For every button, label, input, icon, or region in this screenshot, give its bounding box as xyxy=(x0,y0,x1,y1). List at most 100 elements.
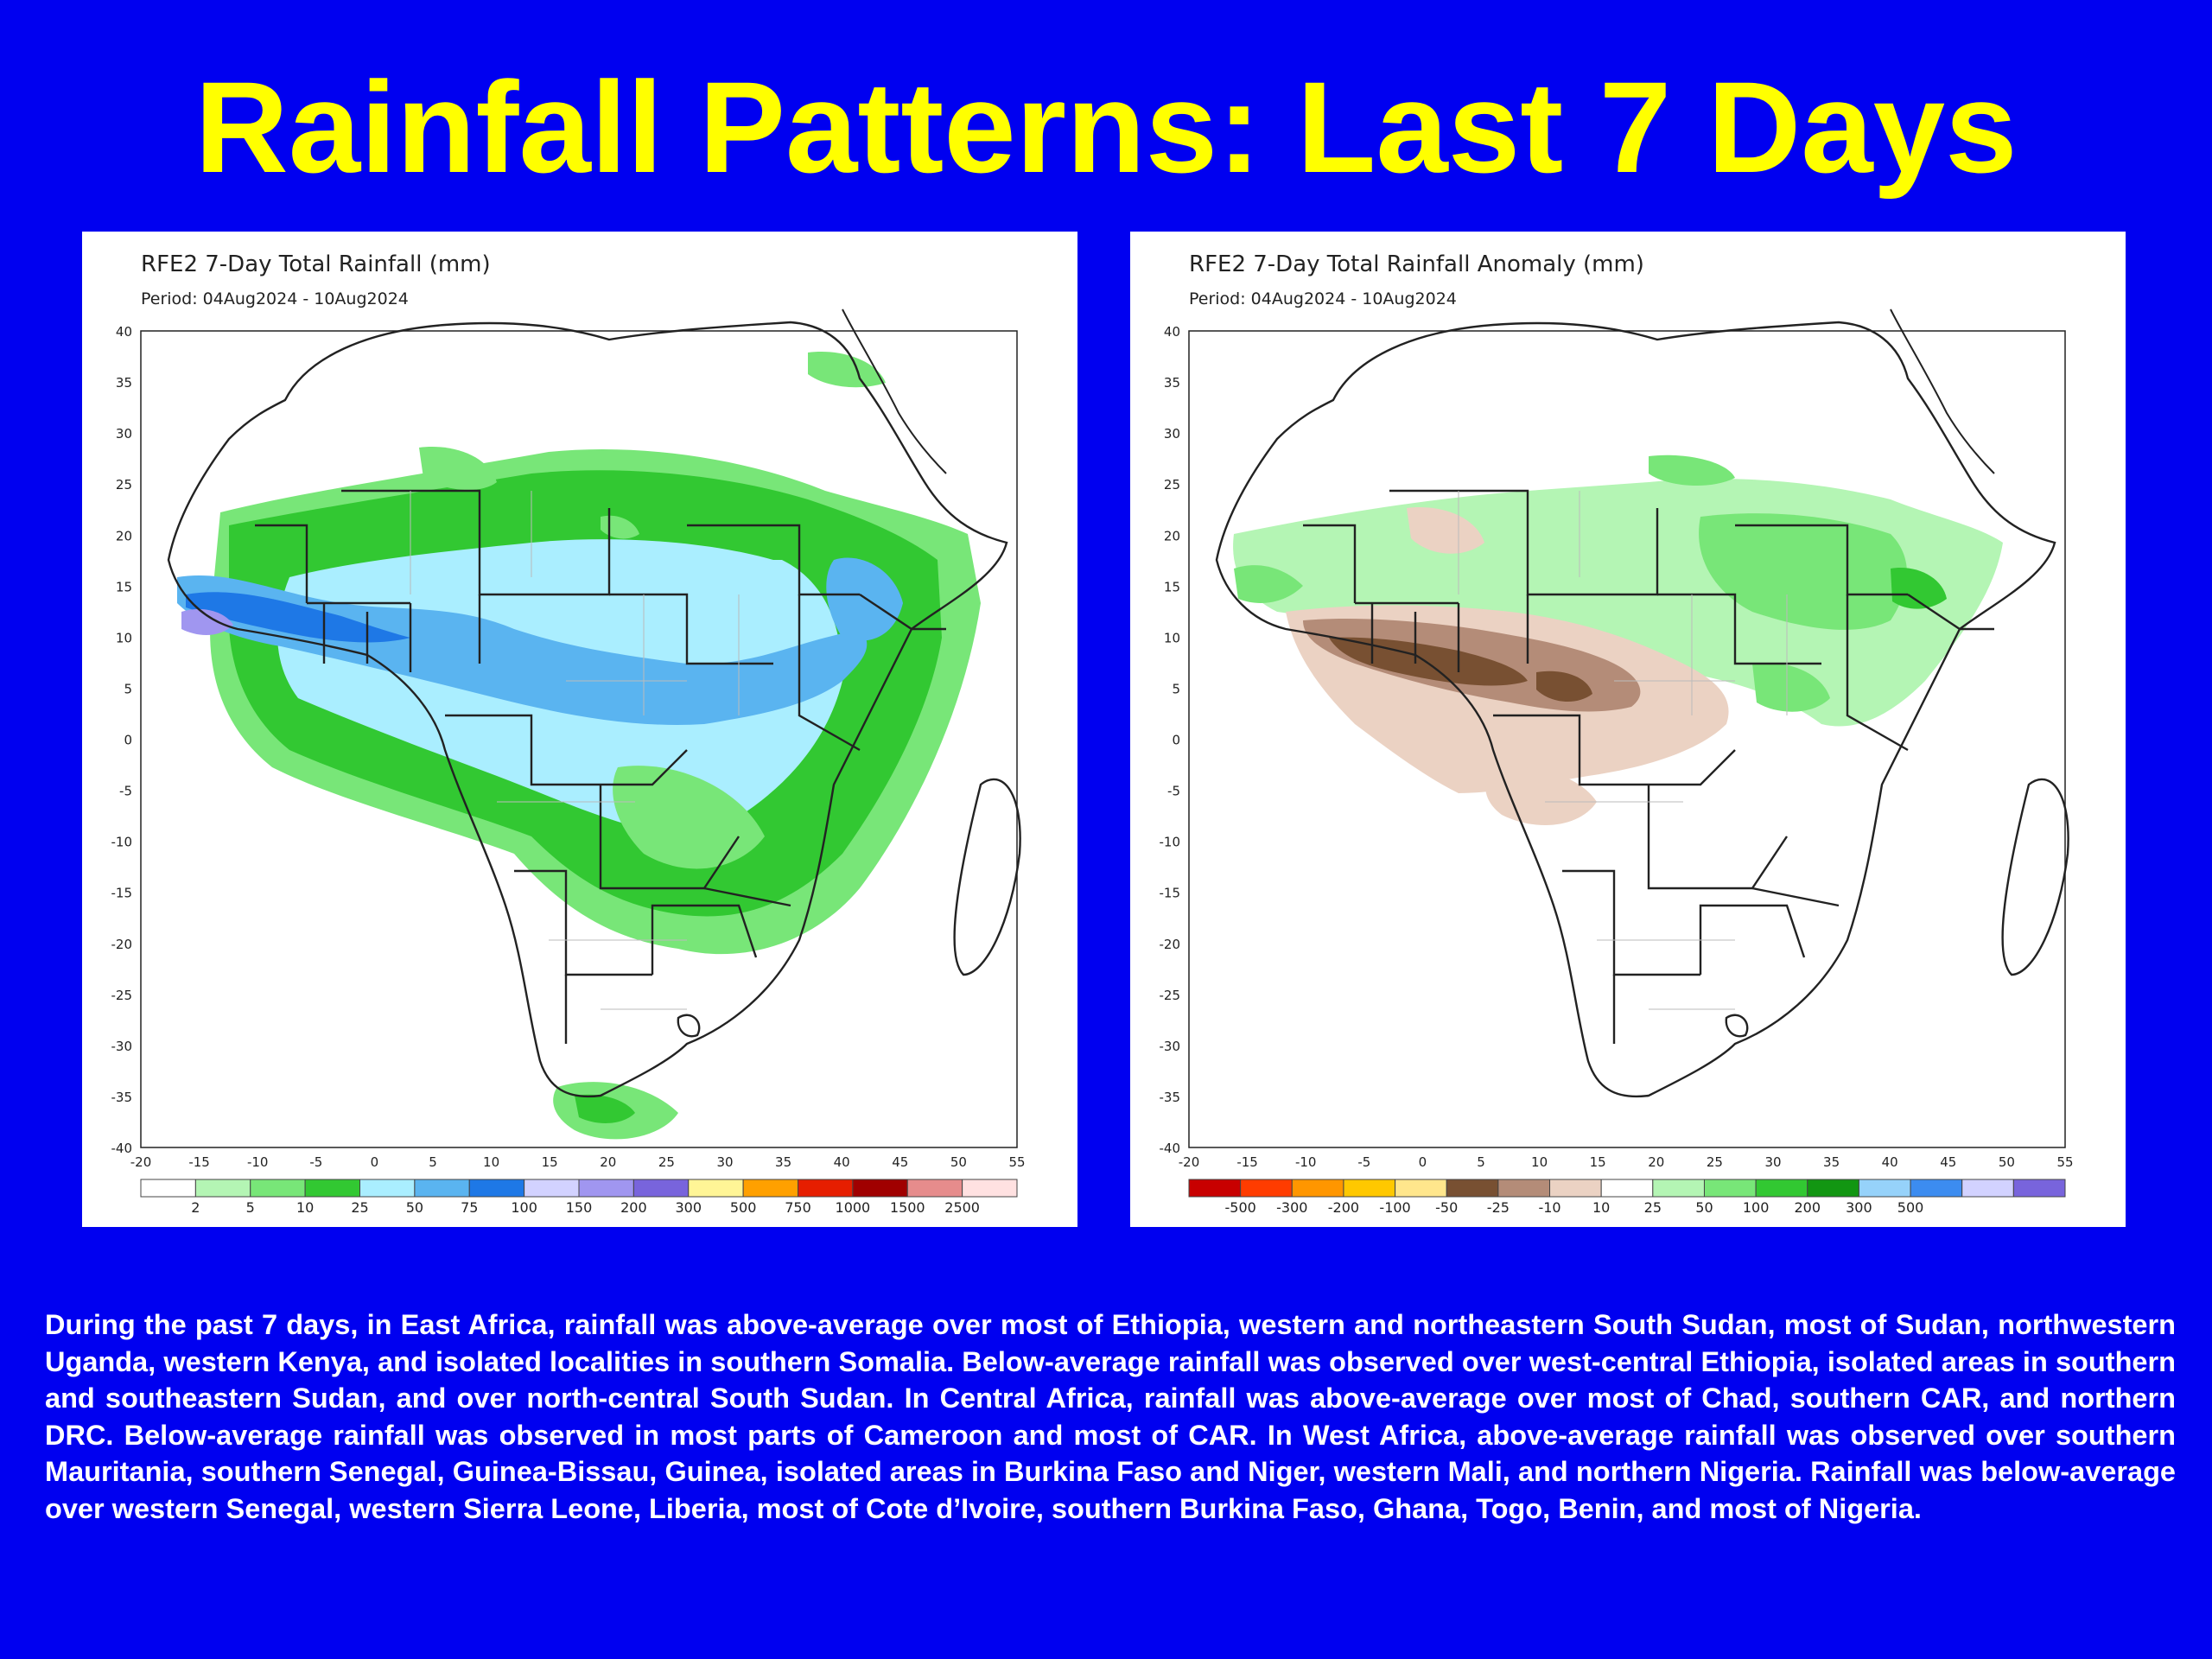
x-tick-label: 30 xyxy=(1764,1154,1781,1170)
x-tick-label: -15 xyxy=(1236,1154,1258,1170)
country-borders xyxy=(1215,308,2069,1098)
legend-label: 25 xyxy=(1644,1199,1662,1216)
legend-label: 150 xyxy=(566,1199,593,1216)
x-tick-label: 55 xyxy=(2056,1154,2073,1170)
y-tick-label: 35 xyxy=(1164,375,1180,391)
legend-label: 100 xyxy=(1743,1199,1770,1216)
legend-swatch xyxy=(524,1179,580,1198)
x-tick-label: 25 xyxy=(658,1154,675,1170)
legend-colorbar xyxy=(1188,1179,2066,1198)
legend-label: 10 xyxy=(1592,1199,1610,1216)
legend-swatch xyxy=(2012,1179,2066,1198)
legend-swatch xyxy=(1446,1179,1499,1198)
legend-swatch xyxy=(852,1179,908,1198)
y-tick-label: 0 xyxy=(1172,733,1180,748)
x-tick-label: -5 xyxy=(309,1154,322,1170)
x-tick-label: -20 xyxy=(1179,1154,1200,1170)
legend-swatch xyxy=(1343,1179,1396,1198)
y-tick-label: -10 xyxy=(111,835,133,850)
y-tick-label: -5 xyxy=(119,784,132,799)
legend-label: 100 xyxy=(511,1199,537,1216)
y-tick-label: -30 xyxy=(111,1039,133,1054)
axes xyxy=(1188,330,2066,1148)
y-tick-label: 40 xyxy=(116,324,132,340)
x-tick-label: 25 xyxy=(1707,1154,1723,1170)
y-tick-label: -15 xyxy=(111,886,133,901)
y-tick-label: -25 xyxy=(1160,988,1181,1003)
x-tick-label: 35 xyxy=(775,1154,791,1170)
y-tick-label: 5 xyxy=(124,681,132,696)
x-tick-label: 40 xyxy=(834,1154,850,1170)
legend-colorbar xyxy=(140,1179,1018,1198)
legend-swatch xyxy=(1961,1179,2014,1198)
legend-label: 500 xyxy=(730,1199,757,1216)
y-tick-label: 35 xyxy=(116,375,132,391)
legend-swatch xyxy=(632,1179,690,1198)
legend-label: 200 xyxy=(620,1199,647,1216)
legend-label: 5 xyxy=(246,1199,255,1216)
slide-title: Rainfall Patterns: Last 7 Days xyxy=(194,54,2018,200)
x-tick-label: -5 xyxy=(1357,1154,1370,1170)
y-tick-label: -35 xyxy=(111,1090,133,1105)
legend-label: 1500 xyxy=(890,1199,925,1216)
y-tick-label: 15 xyxy=(1164,579,1180,594)
legend-label: 2 xyxy=(191,1199,200,1216)
legend-swatch xyxy=(1549,1179,1602,1198)
y-tick-label: -40 xyxy=(1160,1141,1181,1156)
legend-labels: 2 5 10 25 50 75 100 150 200 300 500 750 1000 1500 2500 xyxy=(191,1199,980,1216)
legend-swatch xyxy=(250,1179,306,1198)
legend-swatch xyxy=(1291,1179,1344,1198)
y-tick-label: 10 xyxy=(116,630,132,645)
legend-swatch xyxy=(688,1179,744,1198)
legend-swatch xyxy=(1600,1179,1654,1198)
legend-label: -100 xyxy=(1379,1199,1410,1216)
x-axis-ticks: -20 -15 -10 -5 0 5 10 15 20 25 30 35 40 45 50 55 xyxy=(130,1154,1026,1170)
axes xyxy=(140,330,1018,1148)
legend-swatch xyxy=(1395,1179,1447,1198)
legend-swatch xyxy=(359,1179,416,1198)
legend-labels: -500 -300 -200 -100 -50 -25 -10 10 25 50 100 200 300… xyxy=(1224,1199,1923,1216)
total-rainfall-map-panel: RFE2 7-Day Total Rainfall (mm) Period: 0… xyxy=(82,232,1077,1227)
y-tick-label: -10 xyxy=(1160,835,1181,850)
map-title: RFE2 7-Day Total Rainfall Anomaly (mm) xyxy=(1189,251,1644,277)
y-tick-label: 30 xyxy=(116,426,132,442)
y-tick-label: 30 xyxy=(1164,426,1180,442)
y-tick-label: 25 xyxy=(116,477,132,493)
total-rainfall-map: RFE2 7-Day Total Rainfall (mm) Period: 0… xyxy=(111,251,1026,1216)
legend-swatch xyxy=(1858,1179,1911,1198)
x-tick-label: 5 xyxy=(1477,1154,1485,1170)
x-tick-label: 35 xyxy=(1823,1154,1840,1170)
summary-caption: During the past 7 days, in East Africa, … xyxy=(45,1309,2176,1524)
x-tick-label: 50 xyxy=(950,1154,967,1170)
legend-label: -10 xyxy=(1538,1199,1560,1216)
y-tick-label: 0 xyxy=(124,733,132,748)
x-tick-label: 15 xyxy=(1590,1154,1606,1170)
x-tick-label: 10 xyxy=(1531,1154,1548,1170)
legend-label: 25 xyxy=(351,1199,368,1216)
legend-swatch xyxy=(1497,1179,1551,1198)
legend-label: -300 xyxy=(1276,1199,1307,1216)
x-tick-label: 10 xyxy=(483,1154,499,1170)
y-tick-label: 25 xyxy=(1164,477,1180,493)
legend-label: -200 xyxy=(1328,1199,1359,1216)
legend-label: 750 xyxy=(785,1199,811,1216)
legend-label: -50 xyxy=(1435,1199,1458,1216)
rainfall-shading xyxy=(177,352,981,1140)
x-tick-label: 0 xyxy=(1419,1154,1427,1170)
legend-swatch xyxy=(1240,1179,1293,1198)
y-tick-label: -30 xyxy=(1160,1039,1181,1054)
y-tick-label: -15 xyxy=(1160,886,1181,901)
x-tick-label: 30 xyxy=(716,1154,733,1170)
legend-swatch xyxy=(578,1179,634,1198)
map-period: Period: 04Aug2024 - 10Aug2024 xyxy=(1189,289,1457,308)
y-tick-label: -40 xyxy=(111,1141,133,1156)
legend-label: 2500 xyxy=(944,1199,980,1216)
y-tick-label: -35 xyxy=(1160,1090,1181,1105)
x-axis-ticks: -20 -15 -10 -5 0 5 10 15 20 25 30 35 40 45 50 55 xyxy=(1179,1154,2074,1170)
legend-swatch xyxy=(1703,1179,1757,1198)
y-tick-label: 10 xyxy=(1164,630,1180,645)
map-title: RFE2 7-Day Total Rainfall (mm) xyxy=(141,251,491,277)
legend-swatch xyxy=(798,1179,854,1198)
legend-swatch xyxy=(194,1179,251,1198)
legend-label: -500 xyxy=(1224,1199,1255,1216)
